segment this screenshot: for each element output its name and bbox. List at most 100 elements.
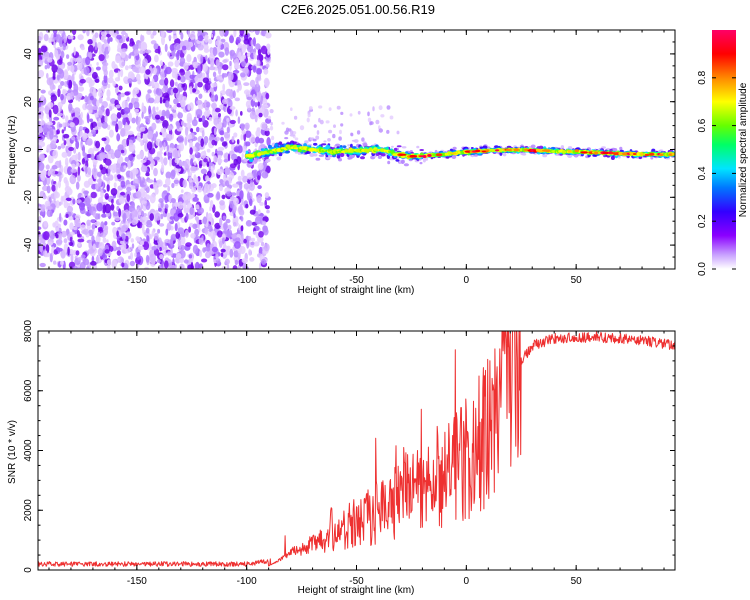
noise-dot <box>42 194 47 200</box>
noise-dot <box>240 72 246 78</box>
noise-dot <box>40 89 46 94</box>
noise-dot <box>172 149 179 159</box>
noise-dot <box>120 180 126 188</box>
signal-dot <box>258 145 262 150</box>
noise-dot <box>130 238 134 243</box>
noise-dot <box>132 44 139 51</box>
noise-dot <box>68 241 74 246</box>
noise-dot <box>168 147 174 153</box>
noise-dot <box>52 84 56 90</box>
noise-dot <box>378 128 383 133</box>
noise-dot <box>132 89 135 99</box>
noise-dot <box>170 170 176 180</box>
noise-dot <box>333 124 336 128</box>
noise-dot <box>243 183 250 190</box>
signal-dot <box>313 142 318 146</box>
peak-dot <box>602 151 610 155</box>
noise-dot <box>143 216 149 222</box>
noise-dot <box>111 163 117 174</box>
noise-dot <box>219 185 223 192</box>
noise-dot <box>209 206 212 212</box>
noise-dot <box>250 241 255 246</box>
noise-dot <box>40 94 45 101</box>
noise-dot <box>189 86 193 95</box>
noise-dot <box>216 168 223 175</box>
noise-dot <box>224 258 230 265</box>
noise-dot <box>258 137 265 144</box>
noise-dot <box>52 149 58 159</box>
noise-dot <box>191 187 197 193</box>
noise-dot <box>200 54 204 64</box>
noise-dot <box>180 99 186 108</box>
noise-dot <box>67 246 70 256</box>
noise-dot <box>246 45 252 50</box>
signal-dot <box>346 153 350 157</box>
noise-dot <box>104 221 108 226</box>
noise-dot <box>149 253 156 263</box>
noise-dot <box>256 195 262 204</box>
noise-dot <box>108 69 114 79</box>
noise-dot <box>221 72 225 79</box>
noise-dot <box>184 70 192 81</box>
noise-dot <box>145 118 150 123</box>
noise-dot <box>231 136 235 143</box>
noise-dot <box>98 180 102 187</box>
noise-dot <box>181 236 186 245</box>
noise-dot <box>169 216 175 220</box>
noise-dot <box>45 30 50 33</box>
noise-dot <box>165 171 172 179</box>
noise-dot <box>89 118 94 123</box>
noise-dot <box>82 30 86 34</box>
noise-dot <box>44 65 48 70</box>
noise-dot <box>42 124 47 134</box>
peak-dot <box>580 151 588 154</box>
noise-dot <box>170 198 176 204</box>
snr-panel: -150 -100 -50 0 50 0 2000 4000 6000 8000 Height … <box>7 319 676 596</box>
noise-dot <box>204 109 211 117</box>
noise-dot <box>356 130 361 135</box>
noise-dot <box>86 266 90 269</box>
noise-dot <box>65 115 69 123</box>
noise-dot <box>172 258 175 267</box>
noise-dot <box>210 230 216 240</box>
noise-dot <box>375 119 380 125</box>
noise-dot <box>205 55 208 62</box>
noise-dot <box>227 153 231 162</box>
noise-dot <box>107 124 111 130</box>
noise-dot <box>43 33 49 42</box>
noise-dot <box>169 79 175 88</box>
noise-dot <box>187 171 193 177</box>
noise-dot <box>96 171 102 177</box>
noise-dot <box>187 103 191 111</box>
signal-dot <box>302 150 307 153</box>
noise-dot <box>69 65 75 72</box>
y-tick-label: 6000 <box>23 379 34 402</box>
noise-dot <box>167 251 171 256</box>
noise-dot <box>221 122 225 128</box>
noise-dot <box>154 95 161 104</box>
noise-dot <box>107 83 111 89</box>
noise-dot <box>87 39 93 45</box>
snr-y-label: SNR (10 * v/v) <box>7 420 18 484</box>
signal-dot <box>395 159 400 162</box>
noise-dot <box>88 100 91 105</box>
noise-dot <box>307 113 311 118</box>
noise-dot <box>50 94 57 102</box>
noise-dot <box>55 227 60 231</box>
noise-dot <box>103 39 108 44</box>
noise-dot <box>140 131 144 139</box>
noise-dot <box>191 119 198 127</box>
noise-dot <box>118 196 126 205</box>
noise-dot <box>290 107 293 111</box>
noise-dot <box>260 241 265 247</box>
noise-dot <box>59 232 62 242</box>
noise-dot <box>92 88 96 97</box>
noise-dot <box>55 181 58 191</box>
noise-dot <box>66 54 70 59</box>
noise-dot <box>95 183 99 190</box>
signal-dot <box>470 147 474 149</box>
noise-dot <box>257 236 264 243</box>
noise-dot <box>255 129 261 138</box>
noise-dot <box>269 109 274 114</box>
noise-dot <box>245 203 249 209</box>
